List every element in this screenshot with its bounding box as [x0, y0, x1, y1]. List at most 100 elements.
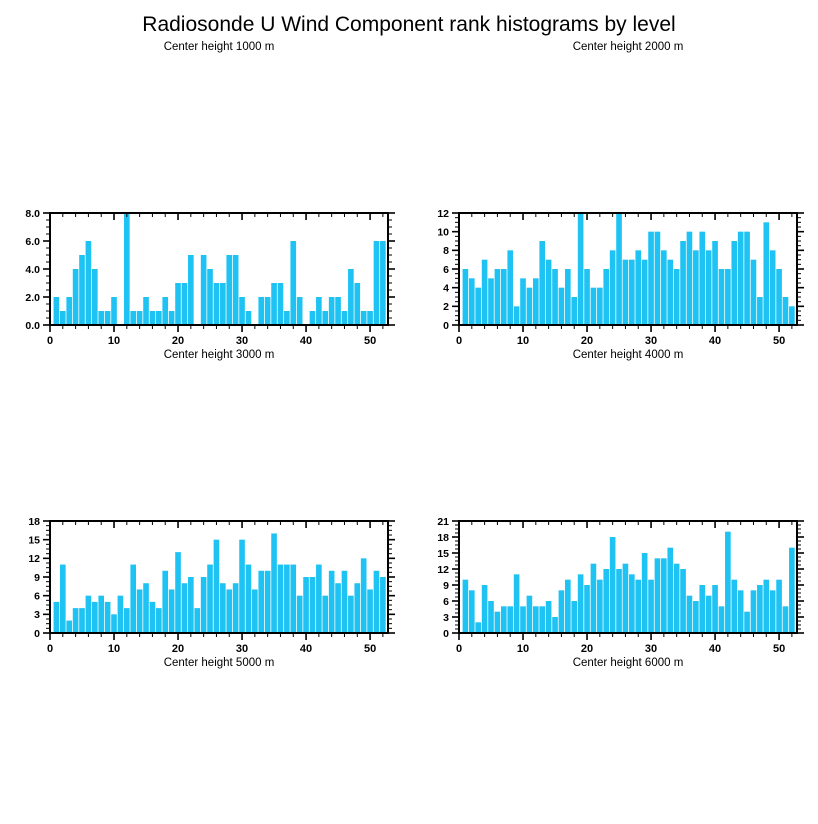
histogram-bar	[124, 608, 130, 633]
histogram-bar	[616, 569, 622, 633]
y-tick-label: 4.0	[25, 264, 40, 276]
histogram-bar	[284, 564, 290, 633]
histogram-bar	[168, 589, 175, 633]
histogram-bar	[699, 585, 706, 633]
histogram-bar	[725, 531, 731, 633]
histogram-bar	[462, 579, 469, 633]
histogram-bar	[258, 297, 265, 325]
histogram-bar	[111, 297, 117, 325]
y-tick-label: 2	[443, 301, 449, 313]
x-tick-label: 50	[773, 335, 785, 347]
histogram-bar	[468, 590, 475, 633]
x-tick-label: 50	[364, 643, 376, 655]
y-tick-label: 15	[437, 548, 449, 560]
histogram-bar	[533, 606, 539, 633]
histogram-bar	[673, 563, 680, 633]
y-tick-label: 0.0	[25, 320, 40, 332]
histogram-bar	[744, 611, 750, 633]
y-tick-label: 4	[443, 282, 449, 294]
histogram-bar	[789, 547, 795, 633]
histogram-bar	[488, 601, 494, 633]
histogram-bar	[635, 250, 642, 325]
histogram-bar	[124, 213, 130, 325]
histogram-bar	[156, 311, 162, 325]
histogram-bar	[264, 297, 271, 325]
histogram-bar	[654, 558, 661, 633]
histogram-bar	[252, 589, 258, 633]
histogram-bar	[239, 539, 245, 633]
x-tick-label: 10	[517, 643, 529, 655]
histogram-bar	[552, 617, 558, 633]
x-tick-label: 10	[108, 643, 120, 655]
histogram-bar	[763, 579, 770, 633]
histogram-bar	[290, 564, 297, 633]
histogram-bar	[367, 589, 373, 633]
histogram-bar	[776, 269, 782, 325]
histogram-bar	[130, 311, 137, 325]
plot-frame	[49, 212, 389, 326]
histogram-bar	[181, 283, 188, 325]
histogram-bar	[488, 278, 494, 325]
x-tick-label: 20	[581, 335, 593, 347]
histogram-bar	[194, 608, 201, 633]
histogram-bar	[143, 297, 149, 325]
histogram-bar	[348, 595, 354, 633]
y-tick-label: 9	[443, 580, 449, 592]
y-tick-label: 12	[437, 564, 449, 576]
y-tick-label: 12	[437, 210, 449, 220]
histogram-bar	[213, 539, 220, 633]
y-tick-label: 18	[28, 518, 40, 528]
histogram-bar	[175, 552, 181, 633]
histogram-bar	[162, 570, 169, 633]
x-tick-label: 40	[709, 643, 721, 655]
histogram-bar	[360, 558, 367, 633]
histogram-bar	[507, 250, 514, 325]
histogram-bar	[500, 269, 507, 325]
subplot-center-height-3000-m: Center height 3000 m 0 10 20 30 40 50 0 3 6 9 12 15 1…	[0, 348, 409, 656]
histogram-bar	[757, 297, 763, 325]
histogram-bar	[328, 297, 335, 325]
histogram-bar	[629, 574, 635, 633]
x-tick-label: 0	[47, 335, 53, 347]
subplot-title: Center height 2000 m	[572, 41, 684, 53]
histogram-bar	[513, 306, 520, 325]
subplot-center-height-2000-m: Center height 2000 m 0 10 20 30 40 50 0 2 4 6 8 10 12	[409, 40, 818, 348]
bars	[462, 531, 795, 633]
histogram-bar	[468, 278, 475, 325]
histogram-bar	[571, 601, 578, 633]
histogram-bar	[258, 570, 265, 633]
histogram-bar	[769, 250, 776, 325]
subplot-center-height-1000-m: Center height 1000 m 0 10 20 30 40 50 0.0 2.0 4.0…	[0, 40, 409, 348]
histogram-bar	[156, 608, 162, 633]
histogram-bar	[571, 297, 578, 325]
histogram-bar	[577, 213, 584, 325]
subplot-center-height-6000-m: Center height 6000 m01020304050048121620…	[409, 656, 818, 824]
histogram-bar	[475, 287, 482, 325]
y-tick-label: 0	[443, 628, 449, 640]
histogram-bar	[680, 569, 686, 633]
histogram-bar	[584, 585, 590, 633]
histogram-bar	[66, 297, 73, 325]
histogram-bar	[66, 620, 73, 633]
x-tick-label: 0	[456, 335, 462, 347]
y-tick-label: 3	[443, 612, 449, 624]
histogram-bar	[380, 577, 386, 633]
y-tick-label: 3	[34, 609, 40, 621]
plots-grid: Center height 1000 m 0 10 20 30 40 50 0.0 2.0 4.0…	[0, 40, 818, 824]
histogram-bar	[565, 269, 571, 325]
histogram-bar	[481, 585, 488, 633]
histogram-bar	[641, 553, 648, 633]
histogram-bar	[667, 547, 674, 633]
histogram-bar	[162, 297, 169, 325]
x-tick-label: 0	[47, 643, 53, 655]
histogram-bar	[271, 533, 277, 633]
x-tick-label: 20	[581, 643, 593, 655]
histogram-bar	[565, 579, 571, 633]
histogram-bar	[348, 269, 354, 325]
histogram-bar	[277, 283, 284, 325]
x-tick-label: 10	[517, 335, 529, 347]
histogram-bar	[520, 278, 526, 325]
histogram-bar	[494, 611, 501, 633]
y-tick-label: 0	[443, 320, 449, 332]
y-tick-label: 12	[28, 553, 40, 565]
